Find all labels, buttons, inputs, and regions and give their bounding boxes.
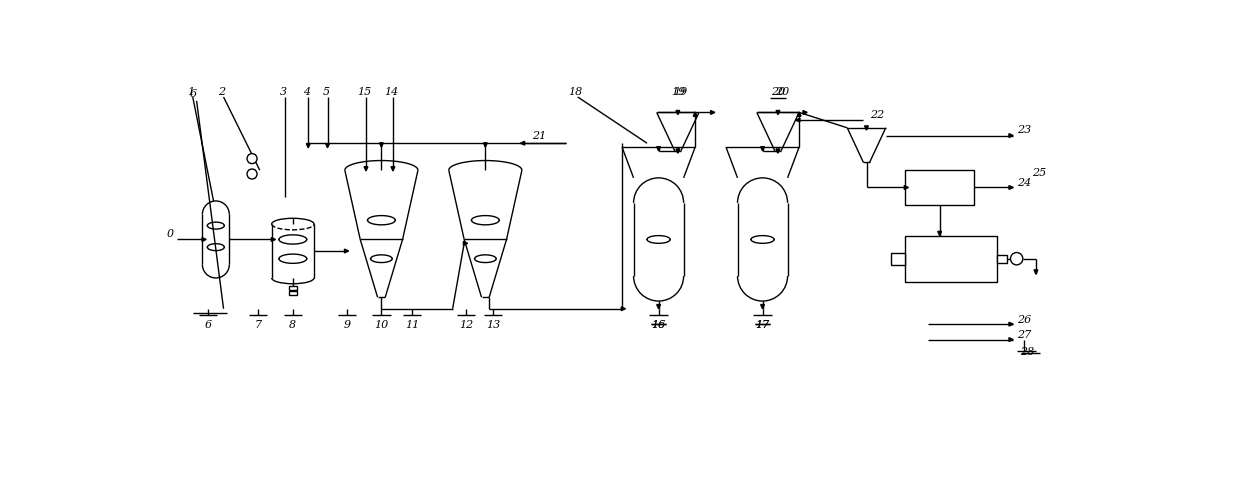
Text: 25: 25 [1032,168,1047,178]
Circle shape [1011,252,1023,265]
Text: 3: 3 [280,87,288,97]
Text: 5: 5 [322,87,330,97]
Text: 14: 14 [384,87,398,97]
Circle shape [247,154,257,164]
Polygon shape [864,126,868,130]
Text: 6: 6 [190,89,196,99]
Polygon shape [804,111,807,114]
Text: 16: 16 [651,320,666,330]
Polygon shape [621,307,625,311]
Text: 12: 12 [459,320,474,330]
Polygon shape [521,141,525,145]
Polygon shape [657,147,661,151]
Polygon shape [657,304,661,309]
Text: 19: 19 [673,87,687,97]
Text: 22: 22 [870,110,884,120]
Polygon shape [1034,270,1038,274]
Polygon shape [676,149,680,153]
Text: 17: 17 [755,320,770,330]
Text: 10: 10 [374,320,388,330]
Polygon shape [1009,186,1013,189]
Polygon shape [776,111,780,115]
Polygon shape [693,112,697,116]
Text: 6: 6 [205,320,212,330]
Text: 15: 15 [357,87,372,97]
Text: 20: 20 [771,87,785,97]
Text: 16: 16 [651,320,666,330]
Text: 20: 20 [775,87,789,97]
Text: 2: 2 [218,87,224,97]
Bar [905,236,997,282]
Polygon shape [464,242,467,245]
Text: 17: 17 [755,320,770,330]
Polygon shape [937,231,941,236]
Polygon shape [1009,338,1013,341]
Text: 4: 4 [303,87,310,97]
Bar [892,252,905,265]
Text: 27: 27 [1017,330,1030,340]
Bar [289,287,296,289]
Text: 21: 21 [532,131,547,141]
Polygon shape [326,144,330,148]
Polygon shape [1009,322,1013,326]
Text: 18: 18 [568,87,583,97]
Text: 7: 7 [254,320,262,330]
Polygon shape [306,144,310,148]
Text: 28: 28 [1021,347,1034,357]
Text: 0: 0 [166,229,174,239]
Polygon shape [796,118,800,122]
Polygon shape [760,304,764,309]
Bar [905,170,975,205]
Polygon shape [676,111,680,115]
Polygon shape [1009,133,1013,137]
Text: 24: 24 [1017,178,1030,188]
Text: 1: 1 [187,87,193,97]
Text: 19: 19 [671,87,684,97]
Polygon shape [797,112,801,116]
Text: 23: 23 [1017,125,1030,135]
Polygon shape [379,143,383,147]
Polygon shape [202,238,206,242]
Polygon shape [776,149,780,153]
Polygon shape [345,249,348,253]
Polygon shape [391,166,394,171]
Text: 9: 9 [343,320,351,330]
Polygon shape [272,238,275,242]
Text: 16: 16 [651,320,666,330]
Text: 17: 17 [755,320,770,330]
Text: 11: 11 [405,320,419,330]
Polygon shape [904,186,909,189]
Circle shape [247,169,257,179]
Text: 26: 26 [1017,315,1030,325]
Bar [997,255,1007,262]
Polygon shape [365,166,368,171]
Polygon shape [711,111,714,114]
Bar [289,291,296,295]
Text: 8: 8 [289,320,296,330]
Polygon shape [760,147,764,151]
Polygon shape [484,143,487,147]
Text: 13: 13 [486,320,500,330]
